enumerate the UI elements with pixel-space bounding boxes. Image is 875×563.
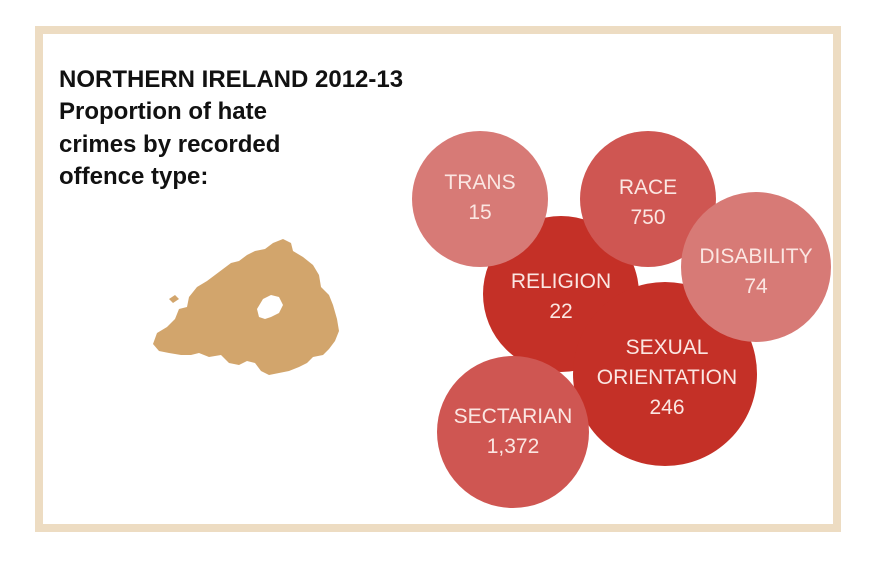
value-disability: 74 [744,275,768,298]
label-sectarian: SECTARIAN [454,405,573,428]
value-race: 750 [630,206,665,229]
map-shape [153,239,339,375]
bubble-trans [412,131,548,267]
label-disability: DISABILITY [699,245,812,268]
label-religion: RELIGION [511,270,611,293]
bubble-race [580,131,716,267]
value-religion: 22 [549,300,572,323]
bubble-chart: TRANS 15 RACE 750 DISABILITY 74 RELIGION… [412,131,831,508]
value-sexual-orientation: 246 [649,396,684,419]
map-island [169,295,179,303]
title-line-4: offence type: [59,163,209,191]
label-trans: TRANS [444,171,515,194]
label-sexual: SEXUAL [626,336,709,359]
bubble-sexual-orientation [573,282,757,466]
northern-ireland-map-icon [153,239,339,375]
title-line-2: Proportion of hate [59,98,267,126]
title-line-3: crimes by recorded [59,130,281,158]
chart-frame: NORTHERN IRELAND 2012-13 Proportion of h… [35,26,841,532]
bubble-sectarian [437,356,589,508]
label-orientation: ORIENTATION [597,366,737,389]
chart-panel: NORTHERN IRELAND 2012-13 Proportion of h… [43,34,833,524]
value-sectarian: 1,372 [487,435,540,458]
value-trans: 15 [468,201,491,224]
chart-title: NORTHERN IRELAND 2012-13 Proportion of h… [59,64,403,194]
bubble-disability [681,192,831,342]
title-line-1: NORTHERN IRELAND 2012-13 [59,66,404,93]
label-race: RACE [619,176,677,199]
